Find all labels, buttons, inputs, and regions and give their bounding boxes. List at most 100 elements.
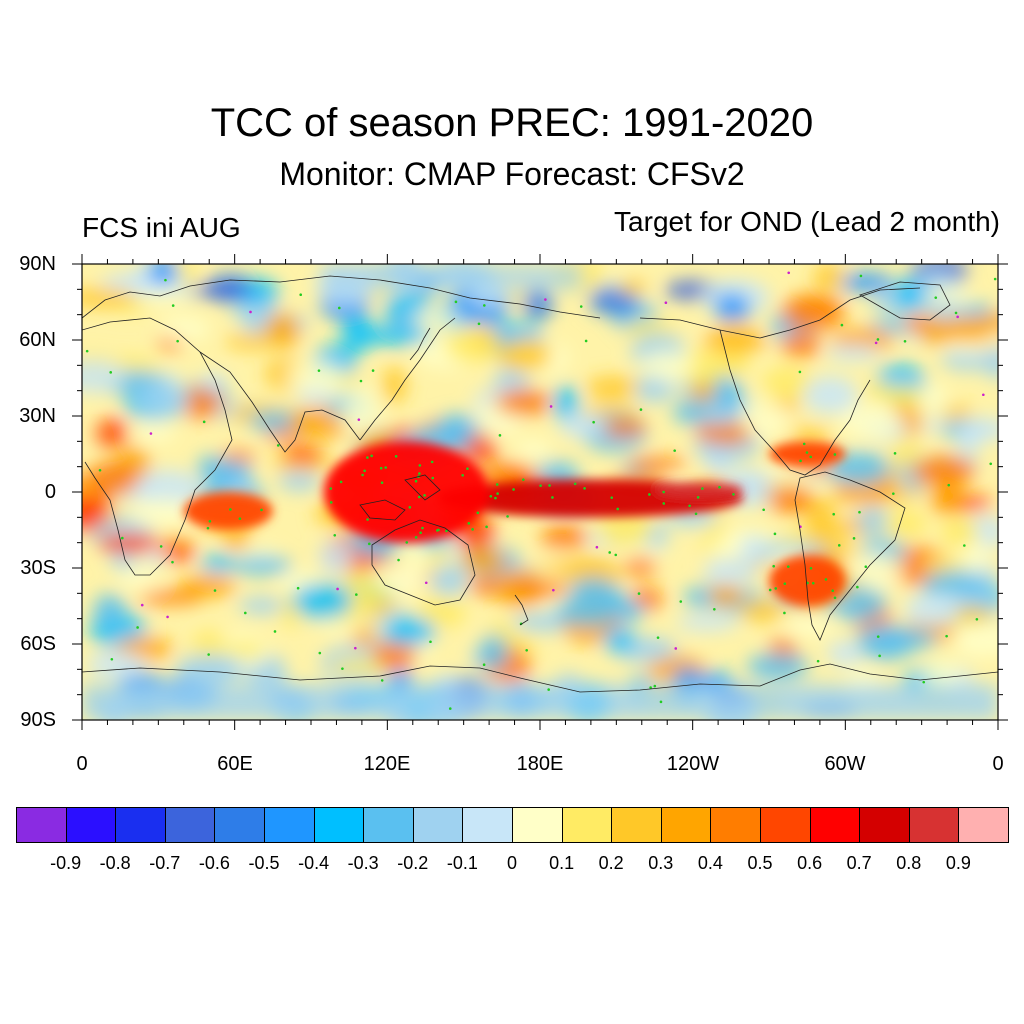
significance-dot [648, 493, 651, 496]
significance-dot [414, 536, 418, 539]
significance-dot [418, 464, 422, 467]
x-tick-120e: 120E [363, 753, 411, 775]
significance-dot [539, 484, 542, 487]
field-blob [956, 424, 982, 455]
high-correlation-region [654, 481, 744, 498]
x-tick-120w: 120W [666, 753, 720, 775]
colorbar-label: 0.7 [846, 853, 872, 873]
field-blob [870, 627, 938, 651]
field-blob [894, 278, 922, 310]
significance-dot [579, 305, 583, 308]
significance-dot [954, 311, 958, 315]
significance-dot [394, 455, 398, 458]
target-label: Target for OND (Lead 2 month) [614, 206, 1000, 237]
colorbar-swatch [214, 807, 265, 843]
significance-dot [548, 484, 551, 487]
significance-dot [982, 393, 985, 397]
field-blob [953, 590, 998, 607]
significance-dot [361, 473, 364, 477]
field-blob [882, 384, 927, 407]
field-blob [904, 592, 966, 626]
significance-dot [772, 564, 775, 568]
field-blob [784, 613, 835, 637]
significance-dot [694, 512, 698, 516]
significance-dot [783, 611, 786, 615]
colorbar-swatch [512, 807, 563, 843]
field-blob [812, 264, 846, 291]
x-tick-180e: 180E [516, 753, 564, 775]
significance-dot [799, 459, 802, 463]
significance-dot [549, 405, 553, 408]
field-blob [87, 651, 146, 679]
significance-dot [318, 651, 322, 655]
field-blob [746, 653, 810, 680]
significance-dot [149, 432, 153, 435]
field-blob [340, 395, 383, 435]
significance-dot [798, 370, 802, 374]
significance-dot [437, 528, 440, 532]
field-blob [805, 517, 842, 546]
significance-dot [674, 647, 678, 650]
colorbar-label: -0.5 [248, 853, 280, 873]
significance-dot [811, 581, 815, 585]
field-blob [803, 376, 858, 415]
y-tick-90n: 90N [19, 253, 56, 275]
significance-dot [380, 679, 384, 682]
field-blob [200, 373, 227, 392]
significance-dot [874, 341, 878, 345]
significance-dot [688, 504, 691, 508]
field-blob [200, 554, 237, 573]
significance-dot [639, 408, 643, 411]
field-blob [238, 597, 286, 615]
significance-dot [466, 467, 469, 470]
x-tick-60e: 60E [217, 753, 253, 775]
significance-dot [329, 487, 333, 490]
significance-dot [485, 525, 488, 529]
field-blob [190, 283, 255, 298]
colorbar-swatch [412, 807, 464, 843]
significance-dot [892, 492, 895, 495]
field-blob [382, 366, 407, 404]
field-blob [912, 455, 976, 487]
significance-dot [610, 496, 614, 499]
colorbar-label: 0.6 [797, 853, 823, 873]
significance-dot [380, 481, 384, 484]
significance-dot [120, 536, 124, 540]
field-blob [179, 574, 236, 598]
field-blob [738, 396, 789, 437]
significance-dot [805, 451, 809, 454]
significance-dot [171, 304, 175, 307]
y-tick-60s: 60S [20, 633, 56, 655]
significance-dot [592, 420, 595, 424]
field-blob [888, 441, 921, 466]
significance-dot [317, 369, 321, 372]
field-blob [445, 328, 500, 363]
significance-dot [679, 600, 683, 603]
field-blob [142, 549, 167, 565]
field-blob [82, 494, 110, 529]
significance-dot [701, 487, 704, 490]
significance-dot [859, 274, 863, 278]
colorbar-swatch [115, 807, 166, 843]
field-blob [940, 517, 979, 548]
field-blob [961, 538, 989, 575]
field-blob [522, 289, 554, 320]
significance-dot [934, 296, 938, 299]
field-blob [827, 640, 863, 666]
field-blob [740, 534, 767, 567]
significance-dot [336, 587, 339, 591]
significance-dot [832, 512, 836, 516]
colorbar-label: 0.1 [549, 853, 575, 873]
high-correlation-region [323, 441, 490, 543]
significance-dot [864, 565, 868, 568]
significance-dot [109, 371, 113, 374]
significance-dot [975, 617, 979, 621]
significance-dot [637, 592, 641, 595]
field-blob [178, 387, 222, 419]
significance-dot [477, 322, 481, 326]
significance-dot [993, 277, 997, 281]
significance-dot [423, 494, 426, 497]
significance-dot [595, 545, 599, 549]
significance-dot [903, 340, 907, 343]
